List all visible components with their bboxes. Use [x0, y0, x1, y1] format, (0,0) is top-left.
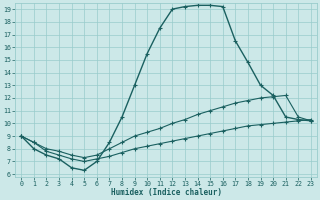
X-axis label: Humidex (Indice chaleur): Humidex (Indice chaleur) — [111, 188, 221, 197]
